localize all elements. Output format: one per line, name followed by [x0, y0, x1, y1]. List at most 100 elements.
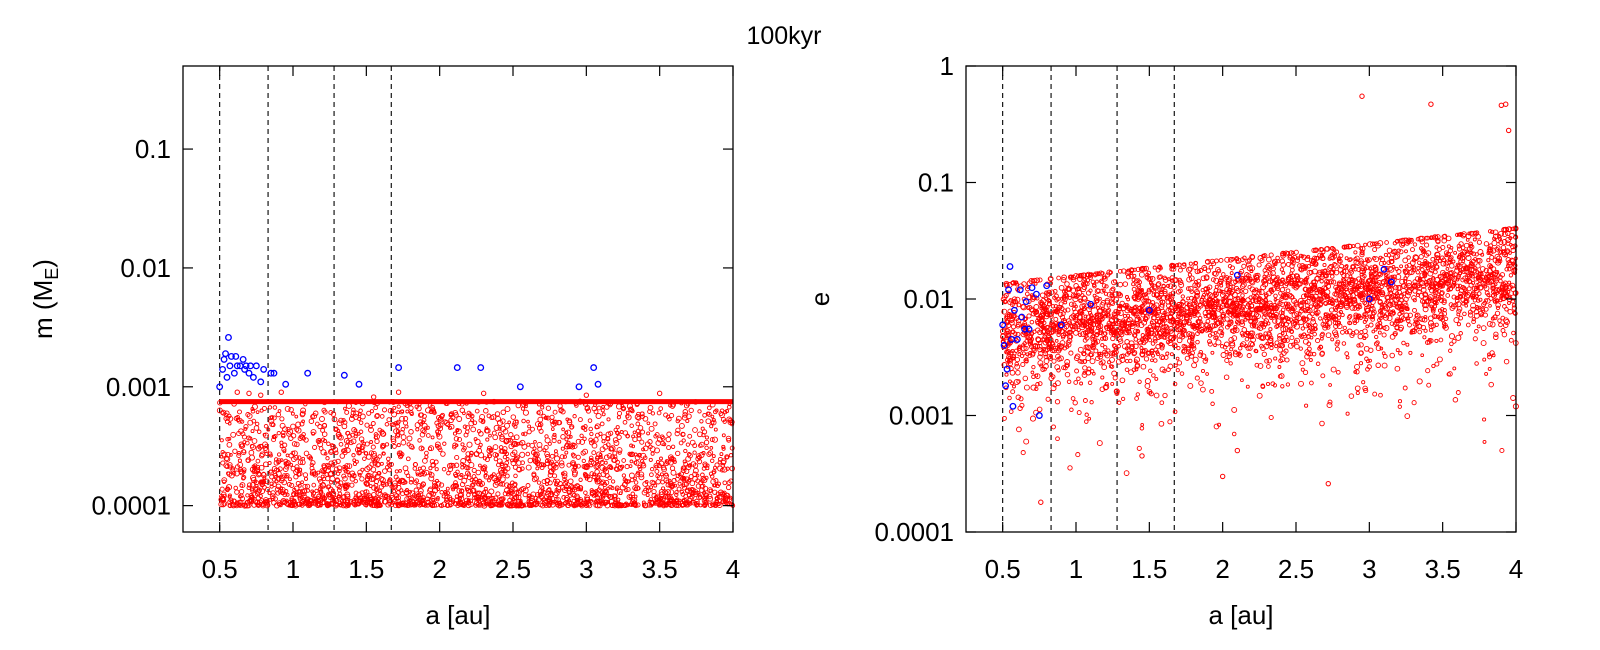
red-point [696, 494, 702, 501]
red-point [1398, 351, 1403, 356]
red-point [367, 498, 374, 505]
red-point [284, 498, 289, 503]
red-point [668, 496, 675, 502]
red-point [316, 476, 323, 482]
red-point [1495, 302, 1501, 308]
red-point [301, 456, 306, 461]
red-point [225, 487, 230, 493]
red-point [621, 458, 627, 463]
red-point [313, 496, 318, 501]
red-point [507, 483, 513, 490]
red-point [703, 501, 709, 506]
red-point [1237, 346, 1243, 351]
red-point [1328, 383, 1332, 387]
red-point [1241, 263, 1247, 269]
red-point [710, 503, 716, 508]
red-point [705, 418, 712, 425]
red-point [548, 468, 555, 475]
red-point [502, 468, 508, 474]
red-point [667, 454, 674, 461]
red-point [632, 436, 638, 443]
red-point [350, 410, 356, 416]
red-point [1273, 297, 1278, 302]
red-point [589, 431, 594, 437]
red-point [1194, 375, 1200, 381]
red-point [269, 493, 276, 499]
red-point [608, 465, 614, 470]
red-point [1126, 313, 1131, 318]
red-point [1319, 279, 1324, 284]
red-point [268, 497, 273, 502]
red-point [353, 434, 358, 439]
red-point [593, 503, 599, 508]
red-point [389, 492, 395, 498]
red-point [253, 425, 260, 431]
red-point [219, 486, 225, 492]
red-point [417, 438, 422, 443]
red-point [243, 503, 249, 508]
red-point [620, 405, 627, 412]
red-point [591, 442, 598, 449]
red-point [587, 418, 593, 423]
red-point [1381, 362, 1388, 369]
red-point [1058, 284, 1065, 291]
red-point [596, 487, 602, 493]
red-point [547, 472, 553, 478]
red-point [1451, 338, 1457, 344]
red-point [649, 485, 654, 490]
red-point [1462, 311, 1467, 317]
red-point [1224, 256, 1231, 263]
red-point [1277, 333, 1283, 339]
red-point [1389, 310, 1396, 317]
red-point [1416, 378, 1423, 385]
red-point [622, 430, 629, 436]
red-point [349, 482, 355, 488]
red-point [1365, 324, 1370, 329]
red-point [263, 461, 269, 468]
red-point [519, 439, 526, 446]
red-point [274, 486, 280, 492]
red-point [650, 411, 656, 416]
red-point [396, 410, 401, 415]
red-point [459, 488, 465, 494]
red-point [425, 425, 430, 430]
red-point [374, 413, 380, 419]
red-point [678, 422, 685, 429]
red-point [1233, 325, 1238, 330]
red-point [1152, 265, 1157, 270]
red-point [1241, 327, 1248, 333]
red-point [514, 489, 520, 496]
red-point [563, 484, 569, 490]
red-point [1098, 296, 1102, 301]
red-point [1077, 346, 1084, 353]
red-point [434, 467, 439, 472]
red-point [694, 503, 700, 508]
red-point [303, 437, 309, 443]
red-point [567, 443, 573, 450]
red-point [468, 453, 473, 458]
red-point [639, 459, 645, 464]
red-point [1434, 361, 1440, 367]
red-point [344, 443, 350, 449]
red-point [309, 471, 314, 476]
red-point [1488, 303, 1492, 308]
blue-point [219, 365, 227, 373]
red-point [1472, 336, 1478, 342]
red-point [1363, 345, 1370, 352]
red-point [1165, 351, 1170, 356]
red-point [614, 485, 620, 491]
red-point [436, 432, 440, 437]
red-point [340, 502, 347, 509]
red-point [697, 431, 703, 438]
red-point [1261, 351, 1267, 357]
red-point [719, 467, 725, 473]
red-point [1389, 352, 1395, 359]
red-point [695, 456, 701, 462]
red-point [711, 470, 716, 475]
red-point [544, 451, 550, 457]
red-point [674, 490, 679, 495]
red-point [284, 474, 289, 479]
red-point [255, 458, 261, 464]
red-point [697, 454, 702, 460]
red-point [578, 487, 583, 492]
